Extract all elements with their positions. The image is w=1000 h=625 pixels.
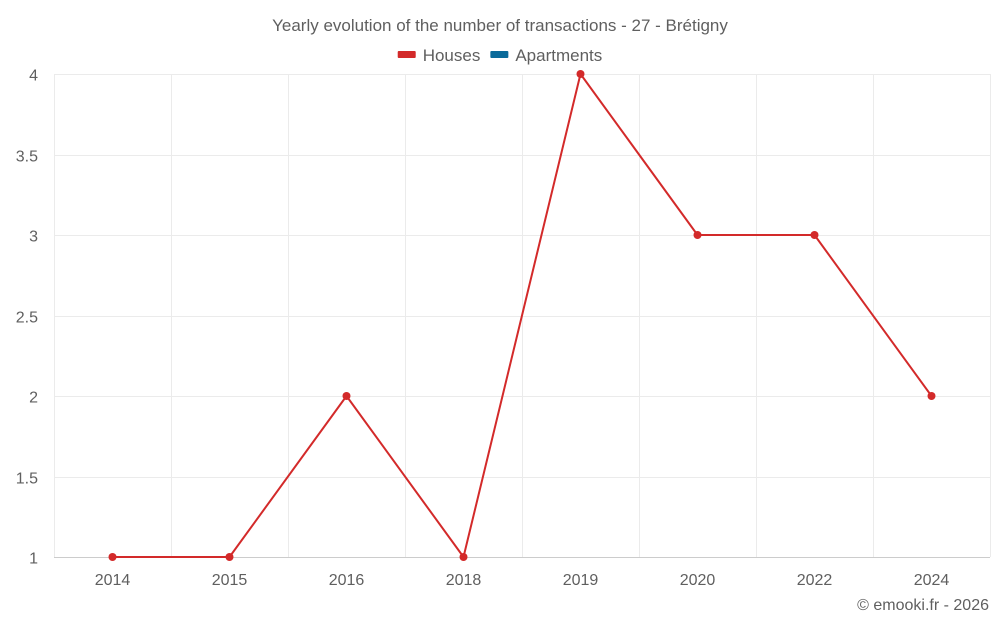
series-group [108, 70, 936, 561]
x-tick-label: 2024 [914, 572, 950, 589]
data-point-houses[interactable] [576, 70, 585, 78]
data-point-houses[interactable] [459, 553, 468, 561]
data-point-houses[interactable] [342, 392, 351, 400]
data-point-houses[interactable] [693, 231, 702, 239]
x-tick-label: 2015 [212, 572, 248, 589]
y-tick-label: 1.5 [16, 471, 38, 488]
x-tick-label: 2016 [329, 572, 365, 589]
credit-text: © emooki.fr - 2026 [857, 597, 989, 614]
data-point-houses[interactable] [810, 231, 819, 239]
series-line-houses [112, 73, 933, 558]
y-tick-label: 2.5 [16, 310, 38, 327]
y-tick-label: 1 [29, 551, 38, 568]
y-tick-label: 3.5 [16, 149, 38, 166]
x-tick-label: 2022 [797, 572, 833, 589]
data-point-houses[interactable] [927, 392, 936, 400]
y-tick-label: 2 [29, 390, 38, 407]
data-point-houses[interactable] [108, 553, 117, 561]
x-axis-ticks: 2014 2015 2016 2018 2019 2020 2022 2024 [95, 572, 950, 589]
legend-label-houses[interactable]: Houses [423, 46, 481, 65]
x-tick-label: 2019 [563, 572, 599, 589]
legend: Houses Apartments [397, 46, 602, 65]
chart-title: Yearly evolution of the number of transa… [272, 16, 728, 35]
x-tick-label: 2020 [680, 572, 716, 589]
legend-swatch-apartments[interactable] [490, 51, 509, 58]
data-point-houses[interactable] [225, 553, 234, 561]
y-tick-label: 3 [29, 229, 38, 246]
x-tick-label: 2018 [446, 572, 482, 589]
legend-label-apartments[interactable]: Apartments [515, 46, 602, 65]
y-tick-label: 4 [29, 68, 38, 85]
x-tick-label: 2014 [95, 572, 131, 589]
y-axis-ticks: 1 1.5 2 2.5 3 3.5 4 [16, 68, 38, 568]
legend-swatch-houses[interactable] [397, 51, 416, 58]
